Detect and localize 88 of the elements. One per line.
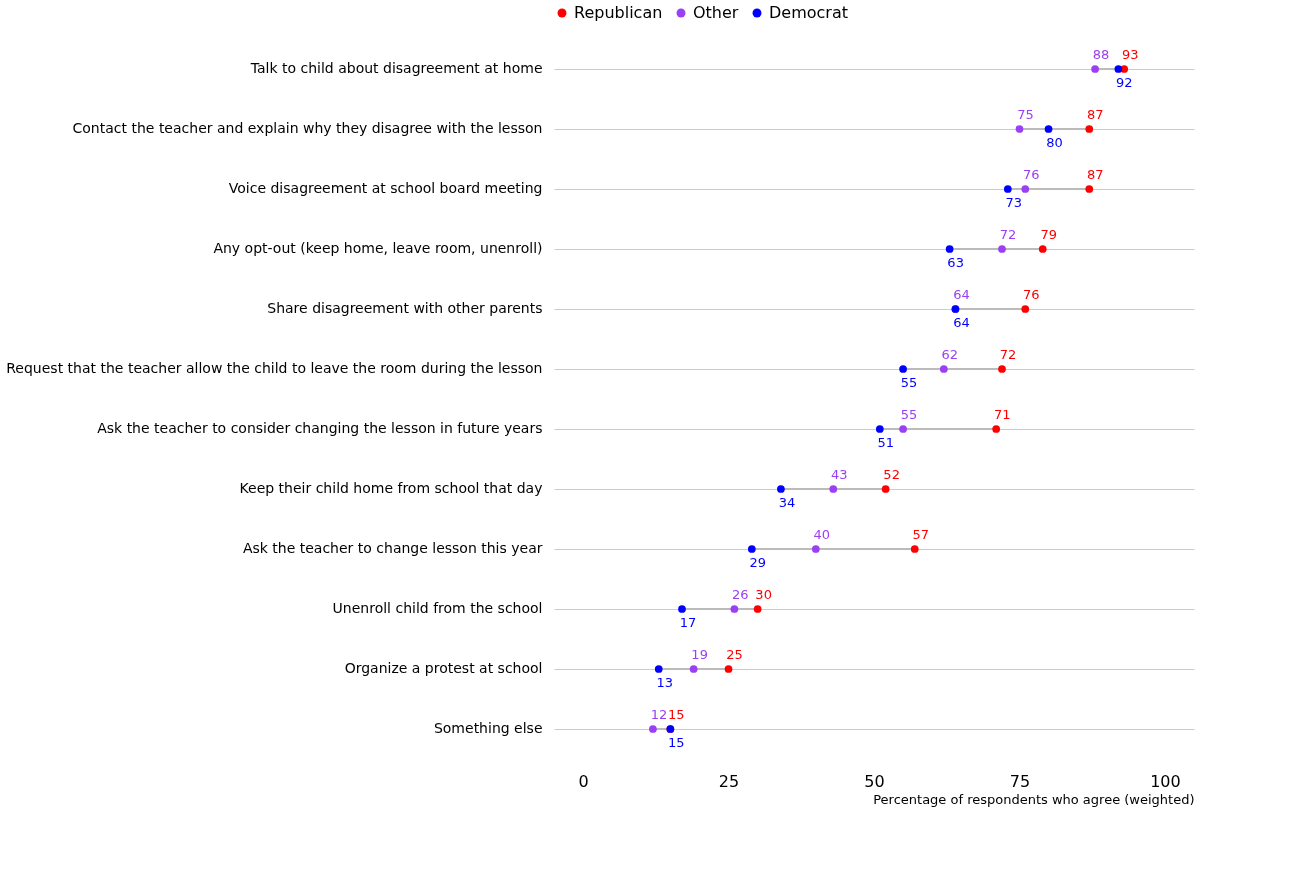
y-tick-label: Keep their child home from school that day (239, 480, 543, 496)
data-label: 76 (1023, 287, 1040, 302)
legend-label: Republican (574, 3, 663, 22)
data-label: 57 (912, 527, 929, 542)
y-tick-label: Something else (433, 720, 543, 736)
data-label: 34 (778, 495, 796, 510)
y-tick-label: Talk to child about disagreement at home (249, 60, 543, 76)
point (945, 245, 954, 253)
y-tick-label: Any opt-out (keep home, leave room, unenroll) (213, 240, 543, 256)
point (649, 725, 657, 733)
data-label: 63 (947, 255, 964, 270)
x-tick-label: 100 (1150, 771, 1181, 791)
point (1003, 185, 1012, 193)
data-label: 40 (813, 527, 831, 542)
point (899, 425, 907, 433)
point (730, 605, 739, 613)
legend-label: Other (693, 3, 739, 22)
data-label: 19 (691, 647, 708, 662)
y-tick-label: Request that the teacher allow the child to leave the room during the lesson (6, 360, 543, 376)
point (875, 425, 884, 433)
data-label: 72 (999, 347, 1017, 362)
data-label: 13 (656, 675, 673, 690)
point (1021, 305, 1030, 313)
data-label: 12 (650, 707, 668, 722)
data-label: 29 (749, 555, 767, 570)
point (1091, 65, 1099, 73)
point (998, 365, 1006, 373)
point (881, 485, 890, 493)
y-tick-label: Ask the teacher to change lesson this year (242, 540, 543, 556)
legend-label: Democrat (769, 3, 848, 22)
data-label: 52 (883, 467, 900, 482)
point (1038, 245, 1047, 253)
point (753, 605, 762, 613)
x-tick-label: 25 (718, 771, 740, 791)
data-label: 71 (993, 407, 1011, 422)
data-label: 26 (732, 587, 749, 602)
point (1085, 125, 1094, 133)
data-label: 88 (1092, 47, 1110, 62)
data-label: 87 (1087, 107, 1104, 122)
data-label: 87 (1087, 167, 1104, 182)
data-label: 93 (1121, 47, 1139, 62)
point (724, 665, 733, 673)
data-label: 75 (1017, 107, 1034, 122)
point (1021, 185, 1030, 193)
point (992, 425, 1001, 433)
data-label: 64 (953, 315, 970, 330)
y-tick-label: Organize a protest at school (344, 660, 543, 676)
y-tick-label: Contact the teacher and explain why they disagree with the lesson (72, 120, 543, 136)
point (689, 665, 698, 673)
data-label: 15 (668, 707, 685, 722)
point (1044, 125, 1053, 133)
data-label: 17 (679, 615, 697, 630)
x-tick-label: 50 (864, 771, 885, 791)
x-axis-title: Percentage of respondents who agree (weighted) (873, 791, 1195, 807)
data-label: 92 (1116, 75, 1133, 90)
point (1085, 185, 1094, 193)
x-tick-label: 0 (578, 771, 589, 791)
point (747, 545, 756, 553)
data-label: 64 (953, 287, 970, 302)
data-label: 73 (1005, 195, 1023, 210)
data-label: 76 (1023, 167, 1040, 182)
y-tick-label: Unenroll child from the school (332, 600, 543, 616)
data-label: 43 (831, 467, 848, 482)
point (1114, 65, 1123, 73)
point (998, 245, 1006, 253)
point (777, 485, 785, 493)
point (910, 545, 919, 553)
data-label: 80 (1046, 135, 1063, 150)
y-tick-label: Share disagreement with other parents (267, 300, 543, 316)
point (678, 605, 686, 613)
data-label: 30 (755, 587, 772, 602)
data-label: 62 (941, 347, 959, 362)
point (939, 365, 948, 373)
point (829, 485, 838, 493)
y-tick-label: Ask the teacher to consider changing the lesson in future years (97, 420, 543, 436)
y-tick-label: Voice disagreement at school board meeting (228, 180, 543, 196)
data-label: 79 (1040, 227, 1057, 242)
point (811, 545, 820, 553)
x-tick-label: 75 (1009, 771, 1031, 791)
data-label: 72 (999, 227, 1017, 242)
point (1015, 125, 1024, 133)
data-label: 55 (900, 375, 918, 390)
data-label: 25 (726, 647, 743, 662)
point (654, 665, 663, 673)
point (899, 365, 907, 373)
data-label: 55 (900, 407, 918, 422)
data-label: 51 (877, 435, 895, 450)
data-label: 15 (668, 735, 685, 750)
